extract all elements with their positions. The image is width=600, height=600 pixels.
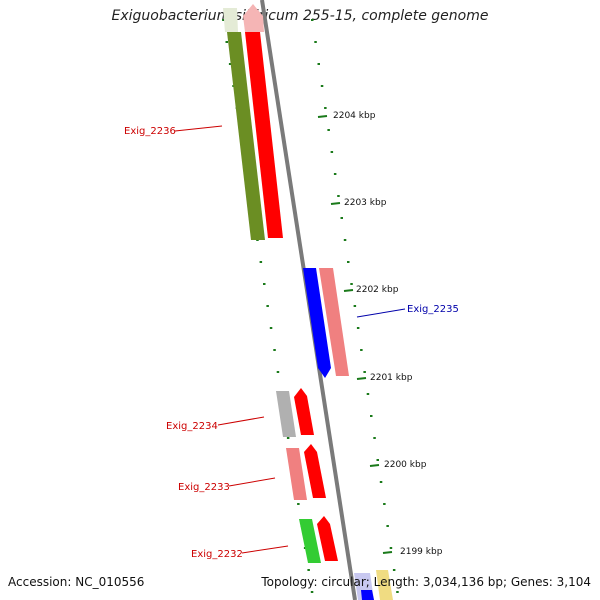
map-title: Exiguobacterium sibiricum 255-15, comple… bbox=[111, 8, 489, 24]
ruler-label-2203: 2203 kbp bbox=[344, 198, 387, 208]
ruler-label-2200: 2200 kbp bbox=[384, 460, 427, 470]
gene-faint-top bbox=[223, 8, 238, 32]
gene-exig-2235-blue[interactable] bbox=[303, 268, 331, 378]
genome-summary-text: Topology: circular; Length: 3,034,136 bp… bbox=[261, 575, 591, 589]
gene-label-exig-2235[interactable]: Exig_2235 bbox=[407, 304, 459, 315]
gene-exig-2233-pink[interactable] bbox=[286, 448, 307, 500]
gene-exig-2236-olive[interactable] bbox=[227, 32, 265, 240]
ruler-label-2199: 2199 kbp bbox=[400, 547, 443, 557]
gene-exig-2232-red[interactable] bbox=[317, 516, 338, 561]
gene-label-exig-2233[interactable]: Exig_2233 bbox=[178, 482, 230, 493]
ruler-label-2201: 2201 kbp bbox=[370, 373, 413, 383]
gene-bottom-yellow[interactable] bbox=[376, 570, 393, 600]
gene-pink-top[interactable] bbox=[243, 4, 264, 32]
gene-label-exig-2234[interactable]: Exig_2234 bbox=[166, 421, 218, 432]
accession-text: Accession: NC_010556 bbox=[8, 575, 145, 589]
gene-exig-2234-gray[interactable] bbox=[276, 391, 296, 437]
ruler-tick bbox=[382, 551, 393, 554]
leader-line-exig-2232 bbox=[241, 545, 289, 554]
gene-bottom-blue[interactable] bbox=[361, 590, 374, 600]
ruler-tick bbox=[369, 464, 380, 467]
gene-label-exig-2236[interactable]: Exig_2236 bbox=[124, 126, 176, 137]
ruler-tick bbox=[356, 377, 367, 380]
gene-exig-2236-red[interactable] bbox=[245, 32, 283, 238]
leader-line-exig-2234 bbox=[217, 416, 265, 426]
gene-exig-2233-red[interactable] bbox=[304, 444, 326, 498]
gene-exig-2235-pink[interactable] bbox=[319, 268, 349, 376]
gene-exig-2234-red[interactable] bbox=[294, 388, 314, 435]
gene-label-exig-2232[interactable]: Exig_2232 bbox=[191, 549, 243, 560]
gene-exig-2232-green[interactable] bbox=[299, 519, 321, 563]
outer-ruler-track bbox=[311, 19, 399, 593]
ruler-tick bbox=[317, 115, 328, 118]
ruler-label-2204: 2204 kbp bbox=[333, 111, 376, 121]
leader-line-exig-2233 bbox=[228, 477, 276, 487]
ruler-label-2202: 2202 kbp bbox=[356, 285, 399, 295]
ruler-tick bbox=[330, 202, 341, 205]
ruler-tick bbox=[343, 289, 354, 292]
leader-line-exig-2236 bbox=[174, 125, 223, 132]
leader-line-exig-2235 bbox=[356, 308, 406, 318]
